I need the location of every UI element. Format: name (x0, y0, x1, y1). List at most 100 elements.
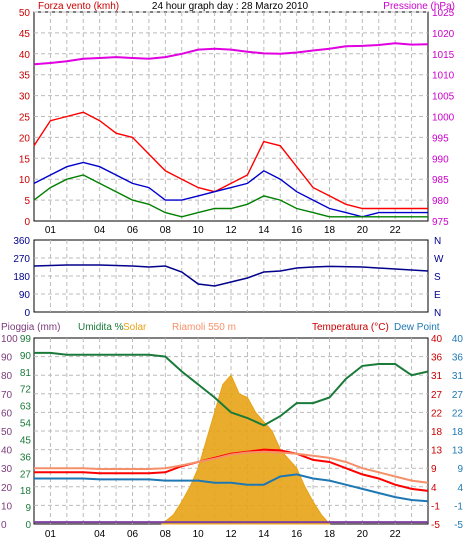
wind-pressure-x-ticks: 01 04 06 08 10 12 14 16 18 20 22 (45, 225, 401, 236)
x-tick-label: 18 (324, 225, 336, 236)
series-line-wind-2 (33, 174, 428, 218)
rain-tick-label: 90 (1, 353, 13, 364)
dewpoint-tick-label: -5 (454, 520, 463, 531)
compass-label: W (434, 254, 444, 265)
temperature-tick-label: 31 (431, 371, 443, 382)
chart-title: 24 hour graph day : 28 Marzo 2010 (152, 1, 309, 12)
humidity-ticks: 0 9 18 27 36 45 54 63 72 81 90 99 (20, 334, 32, 531)
x-tick-label: 12 (225, 225, 237, 236)
humidity-tick-label: 9 (25, 503, 31, 514)
x-tick-label: 08 (160, 225, 172, 236)
temperature-ticks: -5 -1 4 9 13 18 22 27 31 36 40 (431, 334, 443, 531)
wind-direction-line (33, 264, 429, 287)
dewpoint-tick-label: 22 (452, 408, 464, 419)
pressure-ticks: 975 980 985 990 995 1000 1005 1010 1015 1020 1025 (432, 8, 455, 228)
rain-tick-label: 10 (1, 501, 13, 512)
compass-label: E (434, 290, 441, 301)
rain-tick-label: 50 (1, 427, 13, 438)
dewpoint-axis-label: Dew Point (394, 322, 440, 333)
humidity-tick-label: 99 (20, 334, 32, 345)
direction-degree-label: 180 (13, 272, 30, 283)
pressure-tick-label: 1015 (432, 50, 455, 61)
series-line-pressure (33, 42, 429, 66)
dewpoint-tick-label: 31 (452, 371, 464, 382)
temperature-tick-label: 27 (431, 390, 443, 401)
x-tick-label: 08 (160, 529, 172, 540)
compass-label: S (434, 272, 441, 283)
x-tick-label: 01 (45, 529, 57, 540)
humidity-line (34, 351, 429, 427)
humidity-tick-label: 72 (20, 385, 32, 396)
temperature-tick-label: -1 (431, 501, 440, 512)
dewpoint-line (34, 473, 429, 503)
x-tick-label: 16 (291, 225, 303, 236)
x-tick-label: 22 (390, 529, 402, 540)
series-line-wind-0 (33, 111, 428, 210)
wind-direction-degree-ticks: 360 270 180 90 0 (13, 236, 30, 319)
pressure-tick-label: 980 (432, 196, 449, 207)
rain-temp-x-ticks: 01 04 06 08 10 12 14 16 18 20 22 (45, 529, 401, 540)
humidity-tick-label: 27 (20, 469, 32, 480)
wind-speed-tick-label: 15 (19, 154, 31, 165)
wind-speed-tick-label: 10 (19, 175, 31, 186)
humidity-axis-label: Umidita % (78, 322, 124, 333)
x-tick-label: 06 (127, 225, 139, 236)
dewpoint-tick-label: 4 (457, 483, 463, 494)
wind-speed-tick-label: 20 (19, 133, 31, 144)
temperature-axis-label: Temperatura (°C) (312, 322, 389, 333)
wind-speed-tick-label: 50 (19, 8, 31, 19)
x-tick-label: 18 (324, 529, 336, 540)
rain-temp-series (34, 351, 429, 525)
pressure-tick-label: 1020 (432, 29, 455, 40)
humidity-tick-label: 18 (20, 486, 32, 497)
solar-area (160, 374, 331, 525)
x-tick-label: 10 (193, 529, 205, 540)
rain-tick-label: 20 (1, 483, 13, 494)
dewpoint-tick-label: 9 (457, 464, 463, 475)
temperature-tick-label: 9 (431, 464, 437, 475)
x-tick-label: 01 (45, 225, 57, 236)
humidity-tick-label: 54 (20, 419, 32, 430)
temperature-tick-label: 13 (431, 446, 443, 457)
direction-degree-label: 270 (13, 254, 30, 265)
pressure-axis-label: Pressione (hPa) (383, 1, 455, 12)
direction-degree-label: 90 (19, 290, 31, 301)
humidity-tick-label: 45 (20, 435, 32, 446)
direction-degree-label: 360 (13, 236, 30, 247)
rain-tick-label: 100 (1, 334, 18, 345)
pressure-tick-label: 1025 (432, 8, 455, 19)
rain-tick-label: 80 (1, 371, 13, 382)
pressure-tick-label: 1010 (432, 71, 455, 82)
dewpoint-tick-label: 27 (452, 390, 464, 401)
wind-pressure-grid (34, 11, 428, 221)
humidity-tick-label: 36 (20, 452, 32, 463)
wind-speed-tick-label: 30 (19, 92, 31, 103)
x-tick-label: 22 (390, 225, 402, 236)
rain-tick-label: 40 (1, 446, 13, 457)
solar-axis-label: Solar (123, 322, 147, 333)
humidity-tick-label: 63 (20, 402, 32, 413)
humidity-tick-label: 81 (20, 368, 32, 379)
riamoli-label: Riamoli 550 m (172, 322, 236, 333)
compass-label: N (434, 236, 441, 247)
pressure-tick-label: 995 (432, 133, 449, 144)
x-tick-label: 04 (94, 529, 106, 540)
x-tick-label: 14 (258, 529, 270, 540)
wind-direction-grid (34, 240, 428, 312)
direction-degree-label: 0 (24, 308, 30, 319)
wind-speed-axis-label: Forza vento (kmh) (38, 1, 119, 12)
wind-direction-series (33, 264, 429, 287)
pressure-tick-label: 975 (432, 217, 449, 228)
rain-tick-label: 60 (1, 408, 13, 419)
humidity-tick-label: 90 (20, 351, 32, 362)
wind-speed-tick-label: 40 (19, 50, 31, 61)
pressure-tick-label: 990 (432, 154, 449, 165)
x-tick-label: 14 (258, 225, 270, 236)
rain-tick-label: 0 (1, 520, 7, 531)
temperature-tick-label: 18 (431, 427, 443, 438)
dewpoint-tick-label: 18 (452, 427, 464, 438)
temperature-tick-label: 36 (431, 353, 443, 364)
wind-pressure-series (33, 42, 429, 218)
